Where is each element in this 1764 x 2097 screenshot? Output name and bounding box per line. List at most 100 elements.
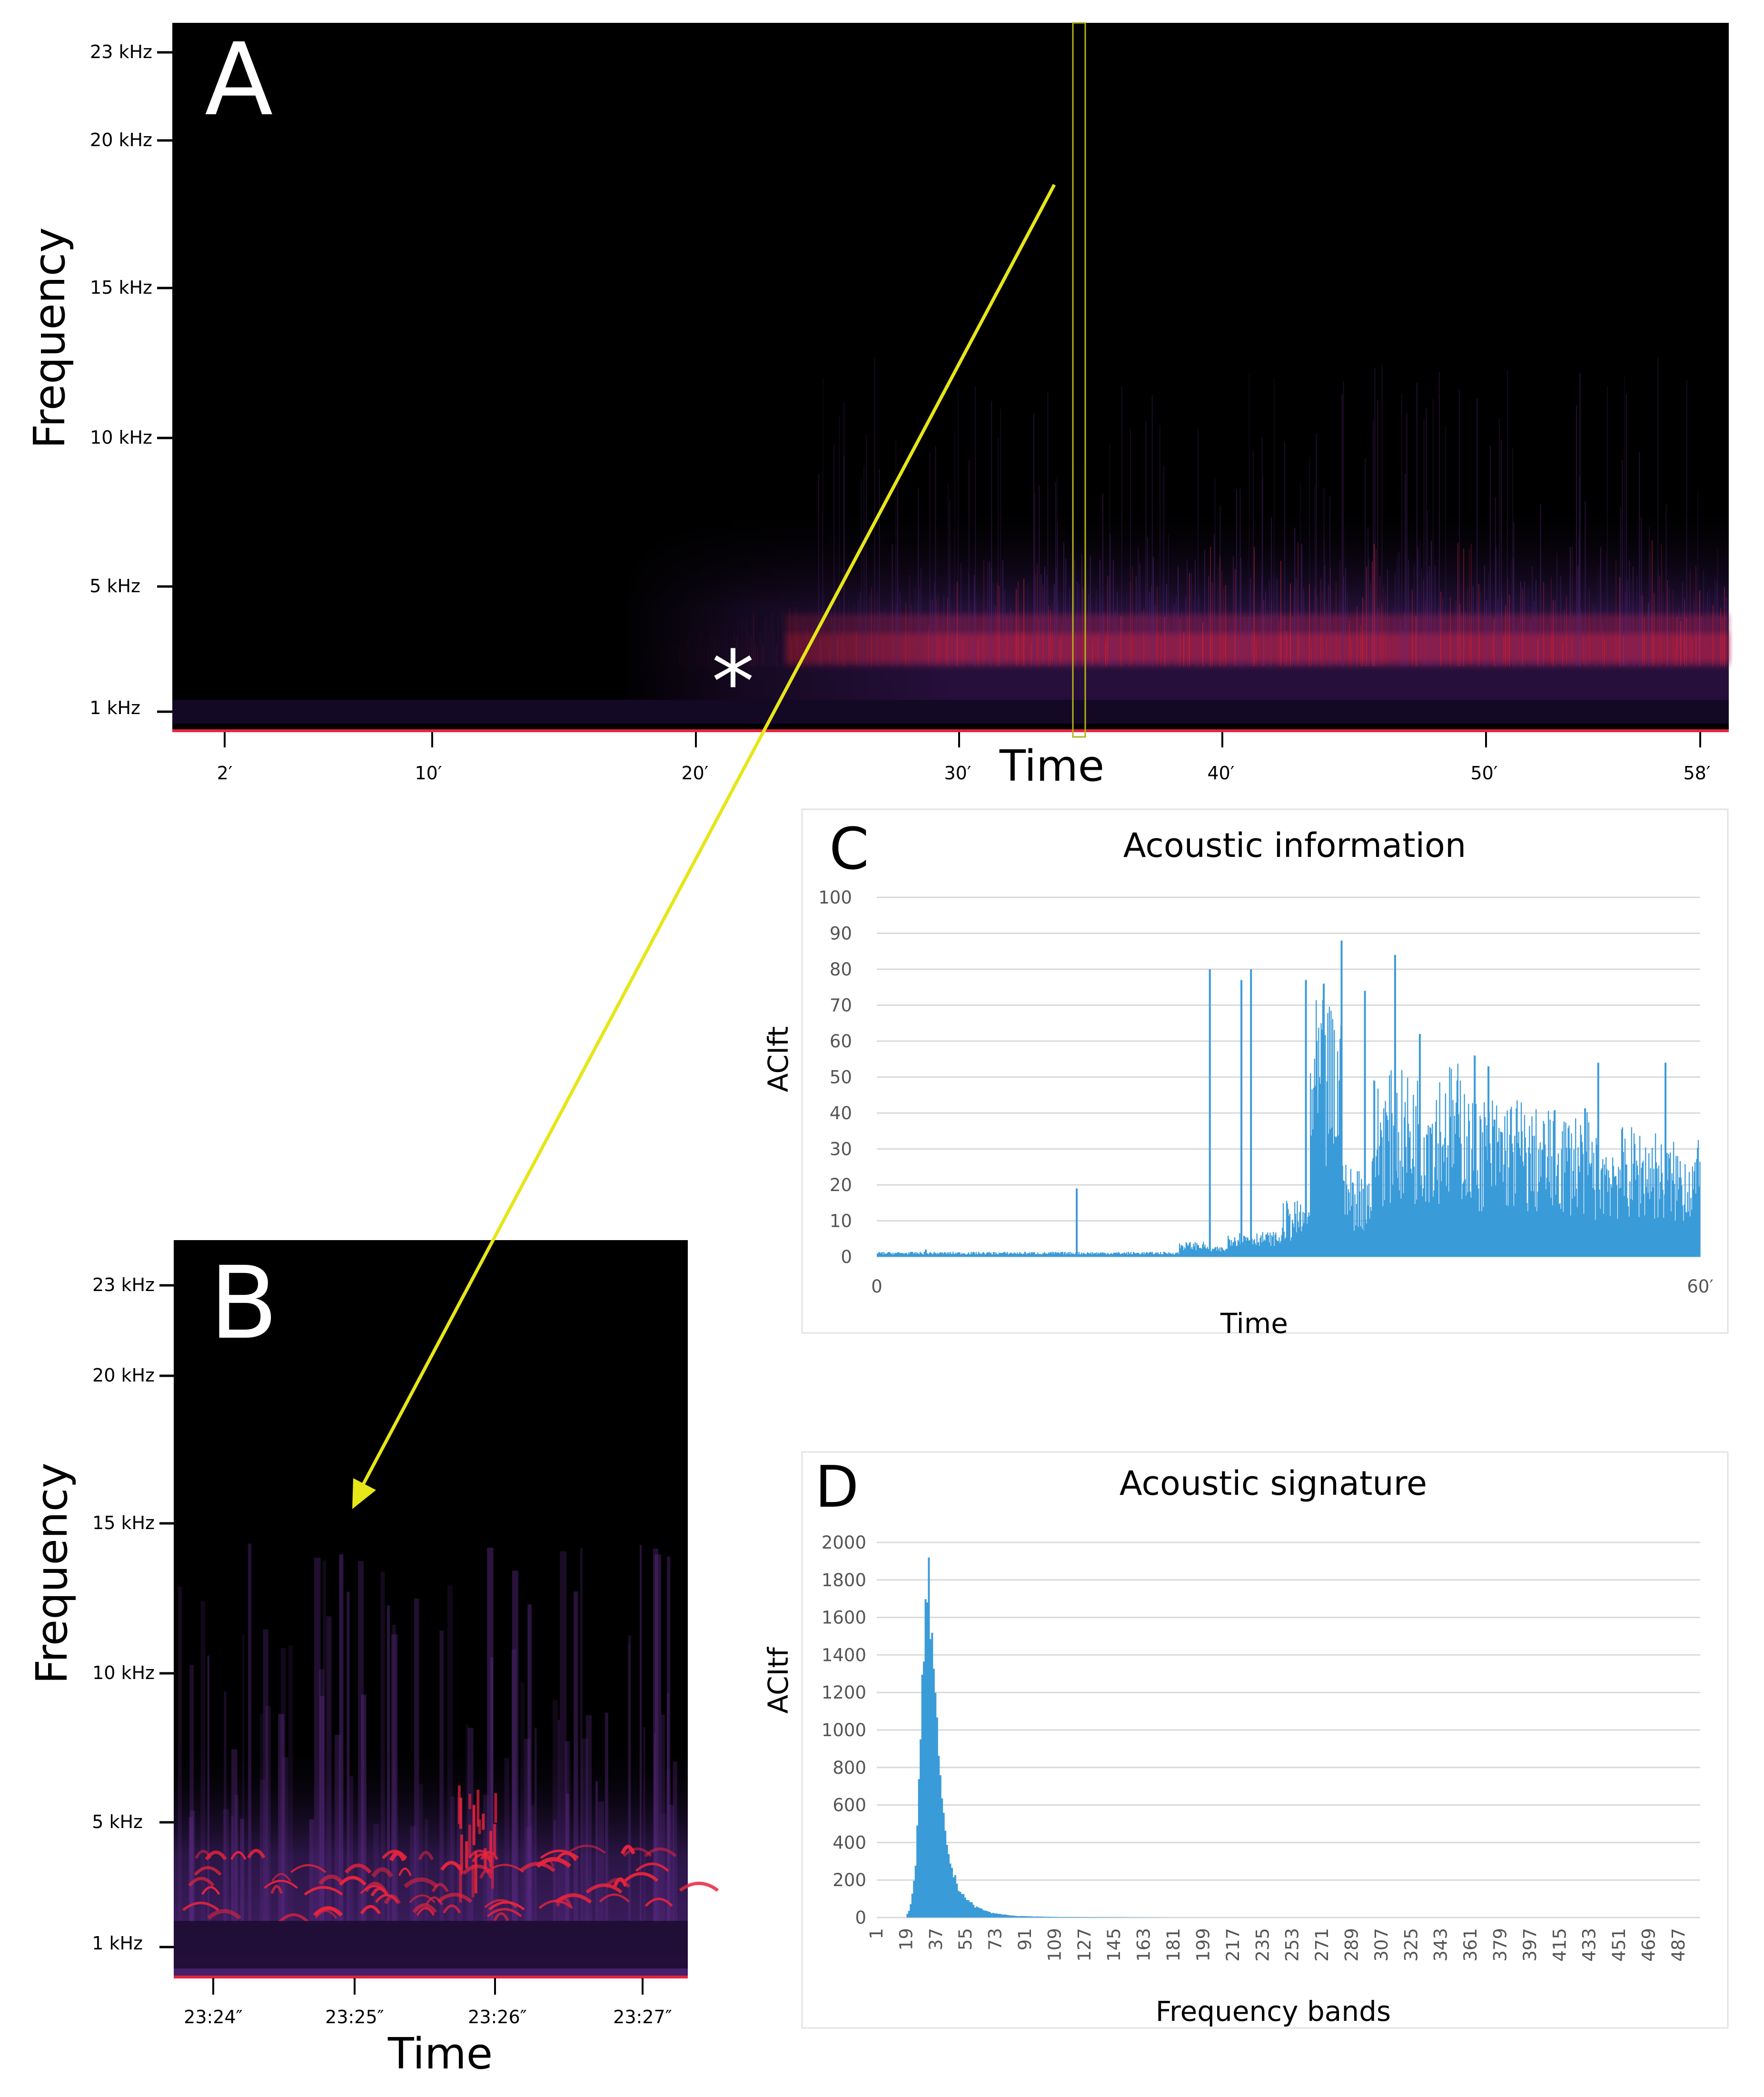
spectro-streak — [1606, 552, 1607, 666]
chart-d-bar — [1040, 1916, 1042, 1918]
chart-c-bar — [1623, 1152, 1624, 1257]
chart-c-bar — [1518, 1132, 1519, 1257]
chart-d-bar — [1035, 1917, 1037, 1918]
spectro-streak — [1284, 616, 1285, 666]
spectro-streak — [1147, 537, 1148, 666]
chart-c-bar — [1398, 1190, 1400, 1257]
chart-c-bar — [1670, 1211, 1672, 1257]
spectro-streak — [882, 636, 883, 666]
zoom-arrow — [352, 184, 1056, 1509]
chart-c-bar — [1212, 1249, 1214, 1257]
spectro-streak — [242, 1635, 245, 1923]
chart-c-bar — [1005, 1253, 1007, 1257]
chart-c-bar — [1520, 1155, 1521, 1257]
spectro-streak — [985, 608, 986, 666]
chart-c-bar — [1650, 1168, 1651, 1257]
chart-c-bar — [1115, 1252, 1117, 1257]
chart-c-bar — [1523, 1166, 1525, 1257]
chart-c-bar — [884, 1253, 885, 1257]
spectro-streak — [921, 567, 922, 666]
chart-c-bar — [1276, 1240, 1278, 1257]
chart-c-bar — [1065, 1254, 1067, 1257]
chart-c-bar — [1529, 1126, 1530, 1257]
chart-c-bar — [1235, 1241, 1236, 1257]
chart-c-bar — [1465, 1195, 1467, 1257]
spectro-streak — [1547, 624, 1548, 666]
chart-c-bar — [1054, 1252, 1056, 1257]
spectro-streak — [713, 638, 714, 666]
spectro-streak — [850, 633, 851, 666]
chart-c-bar — [1592, 1188, 1594, 1257]
chart-c-bar — [1371, 1161, 1373, 1257]
spectro-streak — [478, 1819, 481, 1834]
chart-c-bar — [1018, 1253, 1020, 1257]
chart-d-bar — [1017, 1916, 1019, 1918]
chart-c-bar — [1253, 1240, 1254, 1257]
chart-c-bar — [1468, 1121, 1470, 1257]
chart-d-bar — [1083, 1917, 1085, 1918]
spectro-streak — [314, 1558, 321, 1923]
chart-c-bar — [1148, 1253, 1149, 1257]
spectro-streak — [1471, 543, 1472, 666]
chart-c-bar — [1556, 1176, 1557, 1257]
spectro-streak — [1543, 582, 1544, 666]
chart-c-bar — [986, 1252, 988, 1257]
chart-c-bar — [1260, 1235, 1262, 1257]
chart-d-ytick-label: 800 — [832, 1758, 866, 1778]
spectro-streak — [1179, 618, 1180, 666]
spectro-streak — [585, 1715, 592, 1923]
spectro-streak — [358, 1561, 364, 1923]
chart-c-ytick-label: 40 — [830, 1103, 852, 1123]
chart-c-bar — [1534, 1135, 1535, 1257]
spectro-streak — [951, 605, 952, 666]
spectro-streak — [1385, 596, 1386, 666]
chart-d-bar — [995, 1913, 998, 1918]
chart-d-ytick-label: 1000 — [822, 1720, 866, 1740]
spectro-streak — [1401, 394, 1402, 666]
chart-d-bar — [1088, 1917, 1090, 1918]
chart-c-bar — [1039, 1254, 1041, 1257]
chart-d-bar — [959, 1892, 961, 1918]
spectro-streak — [1579, 638, 1580, 666]
chart-c-bar — [1066, 1252, 1068, 1257]
chart-c-bar — [908, 1252, 910, 1257]
chart-d-ytick-label: 200 — [832, 1870, 866, 1890]
chart-c-bar — [1381, 1137, 1383, 1257]
spectro-streak — [1701, 616, 1702, 666]
spectro-streak — [1478, 584, 1479, 666]
chart-c-bar — [1267, 1232, 1268, 1257]
chart-c-bar — [914, 1252, 916, 1257]
chart-d-bar — [981, 1908, 983, 1918]
chart-c-bar — [1328, 1133, 1329, 1257]
spectro-streak — [1197, 643, 1198, 666]
chart-c-bar — [1456, 1103, 1457, 1257]
chart-c-bar — [1352, 1182, 1353, 1257]
chart-c-bar — [1551, 1156, 1553, 1257]
chart-c-bar — [1040, 1254, 1041, 1257]
spectro-streak — [1680, 621, 1681, 666]
chart-d-bar — [994, 1913, 996, 1918]
spectro-streak — [1006, 615, 1007, 666]
spectro-streak — [1404, 612, 1405, 666]
chart-c-bar — [1654, 1218, 1655, 1257]
chart-c-bar — [1155, 1252, 1157, 1257]
chart-c-bar — [1433, 1190, 1435, 1257]
spectro-streak — [1722, 617, 1723, 666]
chart-c-bar — [965, 1254, 967, 1257]
spectro-streak — [833, 625, 834, 666]
spectro-streak — [1366, 566, 1367, 666]
chart-c-bar — [1673, 1142, 1675, 1257]
spectro-streak — [1121, 386, 1122, 666]
chart-c-bar — [1008, 1254, 1009, 1257]
spectro-streak — [1090, 556, 1091, 666]
chart-c-bar — [1156, 1252, 1157, 1257]
spectro-streak — [1069, 588, 1070, 666]
spectro-streak — [968, 459, 970, 666]
chart-c-bar — [1687, 1192, 1688, 1257]
chart-c-bar — [1613, 1166, 1614, 1257]
spectro-streak — [1034, 493, 1036, 666]
spectro-streak — [1252, 629, 1253, 666]
chart-c-bar — [1351, 1205, 1352, 1257]
chart-c-bar — [919, 1252, 921, 1257]
spectro-chirp — [313, 1906, 343, 1917]
